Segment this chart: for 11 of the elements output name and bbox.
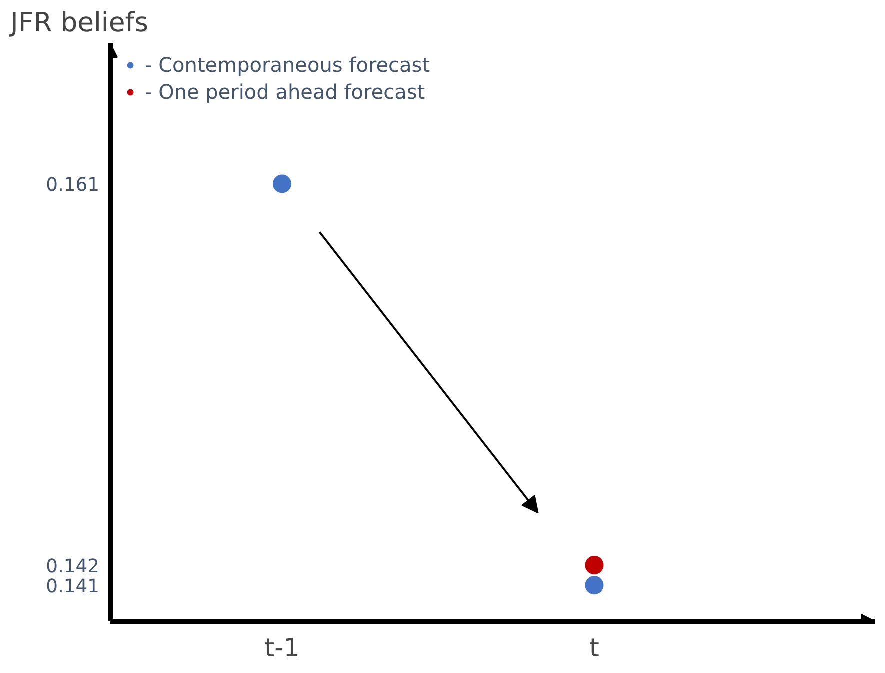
legend-label: - One period ahead forecast xyxy=(145,80,426,104)
y-tick-label: 0.161 xyxy=(46,174,100,196)
y-tick-label: 0.142 xyxy=(46,556,100,578)
point xyxy=(271,173,293,195)
legend-label: - Contemporaneous forecast xyxy=(145,53,430,77)
x-tick-label: t-1 xyxy=(264,632,300,662)
x-tick-label: t xyxy=(590,632,600,662)
y-axis-title: JFR beliefs xyxy=(8,8,148,38)
point xyxy=(584,574,606,596)
y-tick-label: 0.141 xyxy=(46,576,100,598)
point xyxy=(584,554,606,576)
